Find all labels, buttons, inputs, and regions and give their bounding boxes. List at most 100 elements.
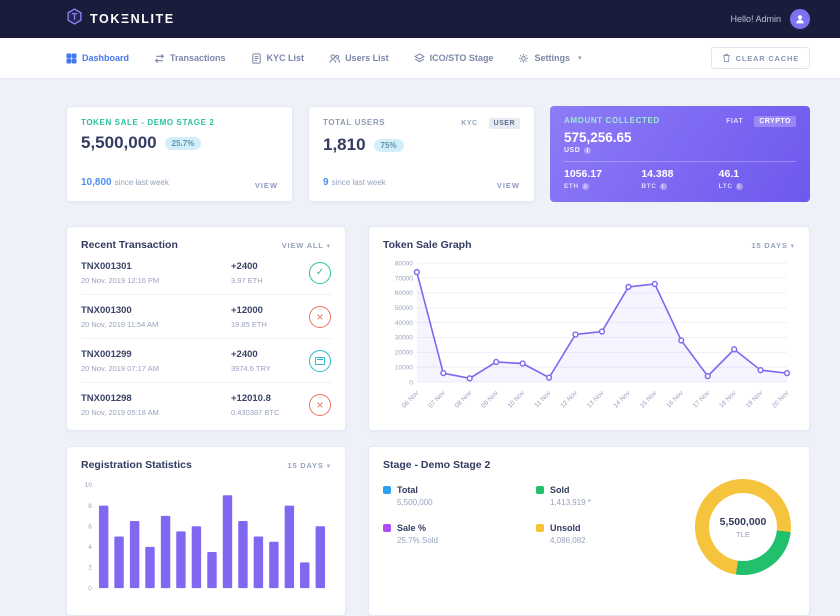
registration-bar-chart: 0 2 4 6 8 10 [81, 479, 331, 607]
transaction-id: TNX001298 [81, 392, 132, 404]
kyc-list-icon [251, 52, 261, 64]
transaction-row[interactable]: TNX001301 20 Nov, 2019 12:16 PM +2400 3.… [81, 251, 331, 295]
token-sale-title: TOKEN SALE - DEMO STAGE 2 [81, 118, 215, 127]
token-sale-value: 5,500,000 [81, 133, 157, 152]
settings-icon [519, 53, 529, 63]
token-sale-delta: 10,800 since last week [81, 177, 169, 188]
svg-text:17 Nov: 17 Nov [692, 389, 712, 409]
user-icon [796, 15, 804, 24]
nav-item-kyc-list[interactable]: KYC List [251, 52, 305, 64]
info-icon[interactable] [735, 183, 743, 190]
token-sale-line-chart: 0 10000 20000 30000 40000 50000 60000 70000 8000… [383, 257, 795, 421]
token-sale-graph-title: Token Sale Graph [383, 239, 472, 251]
nav-label: Transactions [170, 53, 226, 63]
svg-text:60000: 60000 [395, 290, 413, 297]
amount-collected-title: AMOUNT COLLECTED [564, 116, 660, 125]
legend-item-unsold: Unsold 4,086,082 [536, 523, 683, 545]
legend-swatch-total [383, 486, 391, 494]
legend-swatch-sold [536, 486, 544, 494]
transaction-id: TNX001299 [81, 348, 132, 360]
payment-card-icon[interactable] [309, 349, 331, 372]
token-sale-view-link[interactable]: VIEW [254, 181, 278, 190]
transaction-equivalent: 19.85 ETH [231, 319, 267, 329]
tab-user[interactable]: USER [488, 118, 520, 129]
total-users-view-link[interactable]: VIEW [496, 181, 520, 190]
clear-cache-icon [722, 53, 730, 63]
transaction-amount: +12000 [231, 304, 263, 316]
dashboard-icon [66, 52, 77, 64]
transaction-equivalent: 0.430387 BTC [231, 407, 280, 417]
tab-fiat[interactable]: FIAT [726, 118, 744, 125]
transactions-icon [154, 53, 165, 63]
stage-title: Stage - Demo Stage 2 [383, 459, 491, 471]
main-content: TOKEN SALE - DEMO STAGE 2 5,500,000 25.7… [0, 79, 840, 616]
legend-item-total: Total 5,500,000 [383, 485, 530, 507]
range-dropdown[interactable]: 15 DAYS [287, 461, 331, 470]
transaction-amount: +2400 [231, 348, 258, 360]
ico-sto-stage-icon [413, 52, 425, 62]
cancel-circle-icon[interactable] [309, 393, 331, 416]
amount-currency: USD [564, 147, 796, 154]
transaction-id: TNX001300 [81, 304, 132, 316]
range-dropdown[interactable]: 15 DAYS [751, 241, 795, 250]
nav-label: ICO/STO Stage [429, 53, 494, 63]
transaction-equivalent: 3.97 ETH [231, 275, 263, 285]
view-all-link[interactable]: VIEW ALL [282, 241, 331, 250]
greeting-text: Hello! Admin [730, 14, 781, 24]
info-icon[interactable] [659, 183, 667, 190]
tab-crypto[interactable]: CRYPTO [754, 116, 796, 127]
avatar[interactable] [790, 9, 810, 29]
nav-item-users-list[interactable]: Users List [329, 53, 389, 64]
svg-text:11 Nov: 11 Nov [533, 389, 552, 409]
info-icon[interactable] [581, 183, 589, 190]
svg-text:12 Nov: 12 Nov [560, 389, 580, 409]
svg-text:50000: 50000 [395, 305, 413, 312]
transaction-date: 20 Nov, 2019 07:17 AM [81, 363, 159, 373]
registration-statistics-title: Registration Statistics [81, 459, 192, 471]
svg-text:10000: 10000 [395, 364, 413, 371]
svg-text:06 Nov: 06 Nov [401, 389, 421, 409]
cancel-circle-icon[interactable] [309, 305, 331, 328]
crypto-stat-eth: 1056.17 ETH [564, 168, 641, 190]
registration-statistics-card: Registration Statistics 15 DAYS 0 2 4 6 8 10 [66, 446, 346, 616]
transaction-date: 20 Nov, 2019 11:54 AM [81, 319, 159, 329]
total-users-card: TOTAL USERS KYC USER 1,810 75% 9 since la… [308, 106, 535, 202]
svg-text:14 Nov: 14 Nov [612, 389, 632, 409]
tab-kyc[interactable]: KYC [461, 120, 478, 127]
crypto-stat-btc: 14.388 BTC [641, 168, 718, 190]
users-list-icon [329, 53, 341, 63]
nav-item-transactions[interactable]: Transactions [154, 53, 226, 64]
info-icon[interactable] [584, 147, 592, 154]
nav-label: KYC List [266, 53, 305, 63]
svg-text:09 Nov: 09 Nov [480, 389, 500, 409]
divider [564, 161, 796, 162]
brand-name: TOKΞNLITE [90, 12, 175, 26]
total-users-percent-badge: 75% [373, 138, 404, 152]
transaction-row[interactable]: TNX001300 20 Nov, 2019 11:54 AM +12000 1… [81, 295, 331, 339]
recent-transactions-card: Recent Transaction VIEW ALL TNX001301 20… [66, 226, 346, 431]
svg-text:13 Nov: 13 Nov [586, 389, 606, 409]
crypto-stat-ltc: 46.1 LTC [719, 168, 796, 190]
legend-item-sold: Sold 1,413,919 * [536, 485, 683, 507]
total-users-value: 1,810 [323, 135, 366, 154]
svg-text:08 Nov: 08 Nov [454, 389, 474, 409]
svg-text:80000: 80000 [395, 260, 413, 267]
nav-label: Dashboard [82, 53, 130, 63]
brand-logo[interactable]: TOKΞNLITE [66, 8, 175, 30]
nav-item-ico-sto-stage[interactable]: ICO/STO Stage [413, 52, 494, 64]
transaction-row[interactable]: TNX001299 20 Nov, 2019 07:17 AM +2400 39… [81, 339, 331, 383]
token-sale-graph-card: Token Sale Graph 15 DAYS 0 10000 20000 3000… [368, 226, 810, 431]
transaction-date: 20 Nov, 2019 12:16 PM [81, 275, 160, 285]
transaction-date: 20 Nov, 2019 05:18 AM [81, 407, 159, 417]
transaction-row[interactable]: TNX001298 20 Nov, 2019 05:18 AM +12010.8… [81, 383, 331, 426]
svg-text:40000: 40000 [395, 320, 413, 327]
topbar: TOKΞNLITE Hello! Admin [0, 0, 840, 38]
legend-swatch-unsold [536, 524, 544, 532]
nav-item-settings[interactable]: Settings [518, 53, 581, 64]
clear-cache-button[interactable]: CLEAR CACHE [710, 47, 810, 69]
svg-text:8: 8 [88, 503, 92, 510]
check-circle-icon[interactable] [309, 261, 331, 284]
nav-item-dashboard[interactable]: Dashboard [66, 52, 130, 64]
legend-item-sale-percent: Sale % 25.7% Sold [383, 523, 530, 545]
